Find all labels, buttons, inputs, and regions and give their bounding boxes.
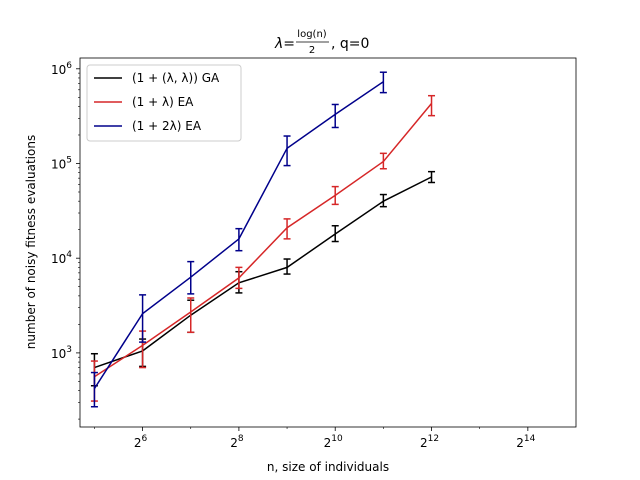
- legend-label-0: (1 + (λ, λ)) GA: [132, 71, 220, 85]
- series-line-1: [93, 103, 433, 378]
- y-axis-ticks: 103 104 105 106: [51, 61, 80, 420]
- y-tick-label-2: 105: [51, 155, 72, 171]
- y-axis-label: number of noisy fitness evaluations: [24, 135, 38, 349]
- title-frac-num: log(n): [297, 29, 326, 40]
- error-bar-2-2: [187, 260, 195, 295]
- x-tick-label-4: 214: [516, 434, 535, 450]
- legend-box: [86, 64, 242, 142]
- error-bar-0-4: [283, 258, 291, 275]
- y-tick-label-0: 103: [51, 345, 72, 361]
- error-bar-0-7: [428, 170, 436, 184]
- title-rest: , q=0: [331, 36, 369, 52]
- y-tick-label-3: 106: [51, 61, 72, 77]
- legend: (1 + (λ, λ)) GA (1 + λ) EA (1 + 2λ) EA: [86, 64, 242, 142]
- title-frac-den: 2: [309, 45, 315, 56]
- error-bar-2-0: [90, 371, 98, 408]
- x-tick-label-1: 28: [230, 434, 244, 450]
- error-bar-2-5: [331, 103, 339, 129]
- error-bar-1-6: [379, 152, 387, 170]
- error-bar-2-6: [379, 71, 387, 94]
- error-bar-1-3: [235, 266, 243, 290]
- plot-layer: [90, 71, 436, 408]
- x-axis-ticks: 26 28 210 212 214: [94, 427, 536, 450]
- error-bar-1-5: [331, 185, 339, 206]
- error-bar-2-4: [283, 135, 291, 167]
- error-bar-0-5: [331, 225, 339, 243]
- x-tick-label-0: 26: [134, 434, 148, 450]
- error-bar-0-6: [379, 193, 387, 208]
- error-bar-1-4: [283, 218, 291, 240]
- legend-label-2: (1 + 2λ) EA: [132, 119, 202, 133]
- error-bar-1-2: [187, 297, 195, 334]
- error-bar-1-7: [428, 94, 436, 117]
- x-tick-label-2: 210: [324, 434, 343, 450]
- x-axis-label: n, size of individuals: [267, 460, 389, 474]
- title-lambda: λ=: [274, 36, 295, 52]
- y-tick-label-1: 104: [51, 250, 72, 266]
- series-line-0: [94, 176, 432, 369]
- error-bar-2-3: [235, 227, 243, 252]
- error-bar-2-1: [139, 294, 147, 343]
- chart-title: λ=: [274, 36, 295, 52]
- plot-frame: [79, 57, 577, 428]
- legend-label-1: (1 + λ) EA: [132, 95, 194, 109]
- x-tick-label-3: 212: [420, 434, 439, 450]
